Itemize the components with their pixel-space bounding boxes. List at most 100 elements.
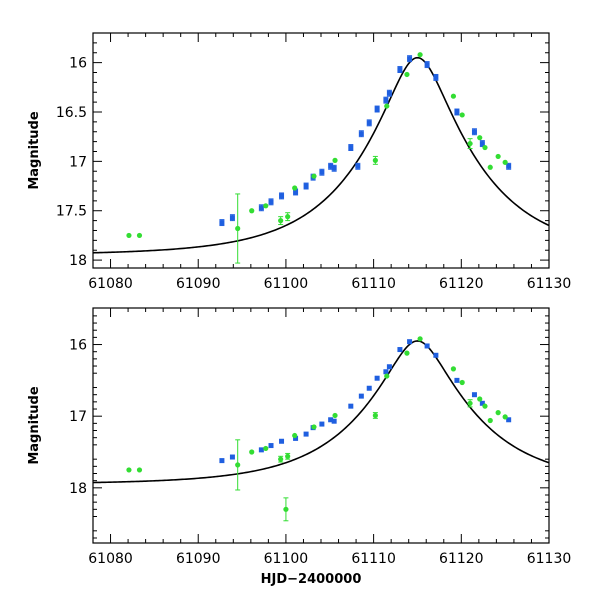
x-tick-label: 61130 xyxy=(527,276,572,292)
green-point xyxy=(126,467,132,473)
green-point xyxy=(487,417,493,424)
blue-point xyxy=(219,458,225,464)
x-tick-label: 61120 xyxy=(439,276,484,292)
y-tick-label: 18 xyxy=(69,253,87,269)
green-point xyxy=(487,164,493,170)
blue-point xyxy=(366,385,372,391)
x-tick-label: 61100 xyxy=(264,551,309,567)
blue-point xyxy=(328,417,334,423)
blue-point xyxy=(293,189,299,195)
blue-point xyxy=(268,199,274,205)
green-point xyxy=(404,350,410,356)
x-axis-label: HJD−2400000 xyxy=(261,572,362,587)
blue-point xyxy=(424,62,430,68)
green-point xyxy=(136,467,143,473)
blue-point xyxy=(433,74,439,80)
y-tick-label: 17 xyxy=(69,409,87,425)
green-point xyxy=(136,232,143,239)
y-tick-label: 17 xyxy=(69,154,87,170)
green-point xyxy=(467,140,473,147)
green-point xyxy=(459,379,465,386)
green-point xyxy=(477,396,483,402)
green-point xyxy=(126,232,132,239)
green-point xyxy=(278,218,284,224)
y-tick-label: 16 xyxy=(69,338,87,354)
blue-point xyxy=(229,454,235,460)
blue-point xyxy=(479,400,485,406)
green-point xyxy=(495,153,501,160)
green-point xyxy=(372,157,378,163)
blue-point xyxy=(386,90,392,96)
x-tick-label: 61130 xyxy=(527,551,572,567)
blue-point xyxy=(319,421,325,427)
blue-point xyxy=(506,163,512,169)
blue-point xyxy=(219,220,225,226)
green-point xyxy=(477,135,483,141)
blue-point xyxy=(258,447,264,453)
blue-point xyxy=(433,352,439,358)
green-point xyxy=(404,71,410,78)
blue-point xyxy=(279,193,285,199)
green-point xyxy=(417,336,423,342)
green-point xyxy=(502,414,508,420)
green-point xyxy=(372,412,378,419)
y-axis-label: Magnitude xyxy=(27,111,42,190)
green-point xyxy=(384,103,390,109)
green-point xyxy=(450,366,457,372)
blue-point xyxy=(229,215,235,221)
green-point xyxy=(450,93,457,99)
green-point xyxy=(285,453,291,459)
blue-point xyxy=(358,393,364,399)
green-point xyxy=(384,373,390,379)
y-axis-label: Magnitude xyxy=(27,386,42,465)
x-tick-label: 61120 xyxy=(439,551,484,567)
blue-point xyxy=(331,165,337,171)
green-point xyxy=(249,449,255,455)
x-tick-label: 61100 xyxy=(264,276,309,292)
panel-2: 61080 61090 61100 61110 61120 61130 16 17 18 Magn… xyxy=(27,307,572,587)
green-point xyxy=(285,214,291,220)
green-point xyxy=(495,410,501,416)
green-point xyxy=(417,52,423,58)
green-point xyxy=(235,225,241,232)
green-point xyxy=(311,424,317,430)
blue-point xyxy=(471,129,477,135)
green-point xyxy=(235,462,241,468)
green-point xyxy=(482,403,488,409)
blue-point xyxy=(397,67,403,73)
blue-point xyxy=(471,392,477,398)
green-point xyxy=(263,203,269,209)
green-point xyxy=(278,456,284,462)
blue-point xyxy=(328,163,334,169)
plot-frame xyxy=(92,307,550,544)
blue-point xyxy=(407,339,413,345)
y-tick-label: 17.5 xyxy=(56,204,87,220)
green-point xyxy=(311,173,317,179)
y-tick-label: 16.5 xyxy=(56,105,87,121)
blue-point xyxy=(303,431,309,437)
blue-point xyxy=(374,375,380,381)
green-point xyxy=(292,185,298,191)
blue-point xyxy=(407,56,413,62)
blue-point xyxy=(386,364,392,370)
green-point xyxy=(249,208,255,214)
blue-point xyxy=(358,131,364,137)
blue-point xyxy=(383,97,389,103)
blue-point xyxy=(454,109,460,115)
blue-point xyxy=(383,369,389,375)
blue-point xyxy=(268,443,274,449)
x-tick-label: 61080 xyxy=(88,276,133,292)
green-point xyxy=(263,445,269,452)
x-tick-label: 61110 xyxy=(351,551,396,567)
green-point xyxy=(332,157,338,163)
blue-point xyxy=(506,417,512,423)
blue-point xyxy=(258,205,264,211)
x-tick-label: 61090 xyxy=(176,276,221,292)
blue-point xyxy=(303,183,309,189)
green-point xyxy=(283,506,289,512)
y-tick-label: 18 xyxy=(69,481,87,497)
panel-1: 61080 61090 61100 61110 61120 61130 16 16.5 17 17… xyxy=(27,32,572,292)
x-tick-label: 61090 xyxy=(176,551,221,567)
green-point xyxy=(459,112,465,118)
